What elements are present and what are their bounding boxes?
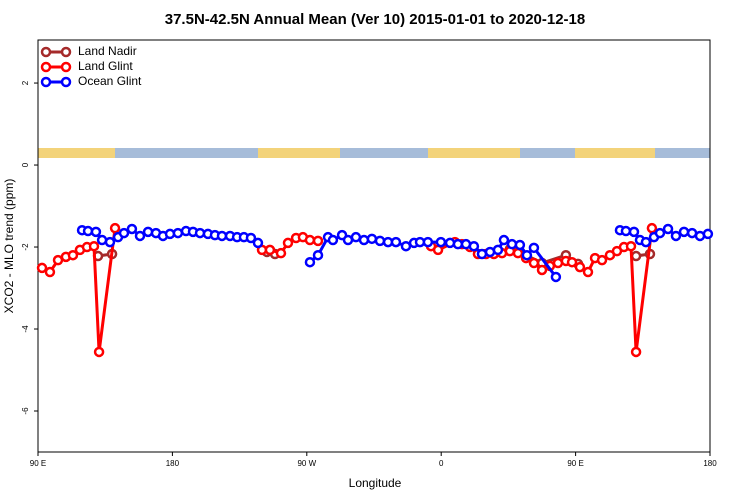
point	[574, 261, 586, 273]
point	[264, 244, 276, 256]
legend-marker	[40, 76, 52, 88]
point	[476, 248, 488, 260]
x-tick-label: 0	[439, 459, 444, 468]
point	[702, 228, 714, 240]
series-line	[41, 227, 654, 353]
chart-title: 37.5N-42.5N Annual Mean (Ver 10) 2015-01…	[165, 11, 585, 28]
point	[625, 240, 637, 252]
x-tick-label: 180	[166, 459, 180, 468]
point	[528, 257, 540, 269]
x-tick-label: 180	[703, 459, 717, 468]
point	[566, 256, 578, 268]
point	[678, 226, 690, 238]
point	[630, 250, 642, 262]
legend-marker	[40, 61, 52, 73]
x-axis-label: Longitude	[349, 476, 402, 490]
point	[118, 227, 130, 239]
point	[630, 346, 642, 358]
point	[245, 232, 257, 244]
point	[670, 230, 682, 242]
point	[172, 227, 184, 239]
point	[512, 247, 524, 259]
x-tick-label: 90 E	[30, 459, 46, 468]
point	[327, 234, 339, 246]
plot-frame	[37, 39, 711, 453]
point	[312, 249, 324, 261]
point	[126, 223, 138, 235]
point	[422, 236, 434, 248]
point	[216, 230, 228, 242]
legend-marker	[60, 76, 72, 88]
point	[628, 226, 640, 238]
point	[550, 271, 562, 283]
point	[435, 236, 447, 248]
point	[93, 346, 105, 358]
point	[498, 234, 510, 246]
legend-marker	[60, 61, 72, 73]
y-tick-label: 0	[21, 162, 30, 167]
point	[358, 234, 370, 246]
y-tick-label: 2	[21, 80, 30, 85]
point	[67, 249, 79, 261]
point	[582, 266, 594, 278]
point	[104, 236, 116, 248]
legend-marker	[40, 46, 52, 58]
point	[275, 247, 287, 259]
point	[374, 235, 386, 247]
point	[596, 254, 608, 266]
point	[444, 237, 456, 249]
point	[366, 233, 378, 245]
point	[452, 238, 464, 250]
point	[252, 237, 264, 249]
point	[304, 256, 316, 268]
point	[282, 237, 294, 249]
point	[350, 231, 362, 243]
point	[514, 239, 526, 251]
point	[134, 230, 146, 242]
point	[44, 266, 56, 278]
point	[528, 242, 540, 254]
point	[646, 222, 658, 234]
legend-label: Land Nadir	[78, 44, 137, 58]
point	[109, 222, 121, 234]
point	[492, 244, 504, 256]
x-tick-label: 90 E	[567, 459, 583, 468]
legend-label: Ocean Glint	[78, 74, 142, 88]
y-axis-label: XCO2 - MLO trend (ppm)	[2, 179, 16, 314]
legend-label: Land Glint	[78, 59, 133, 73]
point	[390, 236, 402, 248]
point	[536, 264, 548, 276]
point	[662, 223, 674, 235]
y-tick-label: -4	[21, 325, 30, 333]
point	[620, 225, 632, 237]
point	[36, 262, 48, 274]
map-strip	[38, 148, 710, 158]
legend-marker	[60, 46, 72, 58]
point	[304, 234, 316, 246]
point	[400, 240, 412, 252]
point	[312, 235, 324, 247]
point	[468, 240, 480, 252]
point	[654, 227, 666, 239]
point	[640, 236, 652, 248]
point	[90, 226, 102, 238]
y-tick-label: -2	[21, 243, 30, 251]
point	[521, 249, 533, 261]
x-tick-label: 90 W	[297, 459, 316, 468]
point	[142, 226, 154, 238]
y-tick-label: -6	[21, 407, 30, 415]
point	[88, 240, 100, 252]
